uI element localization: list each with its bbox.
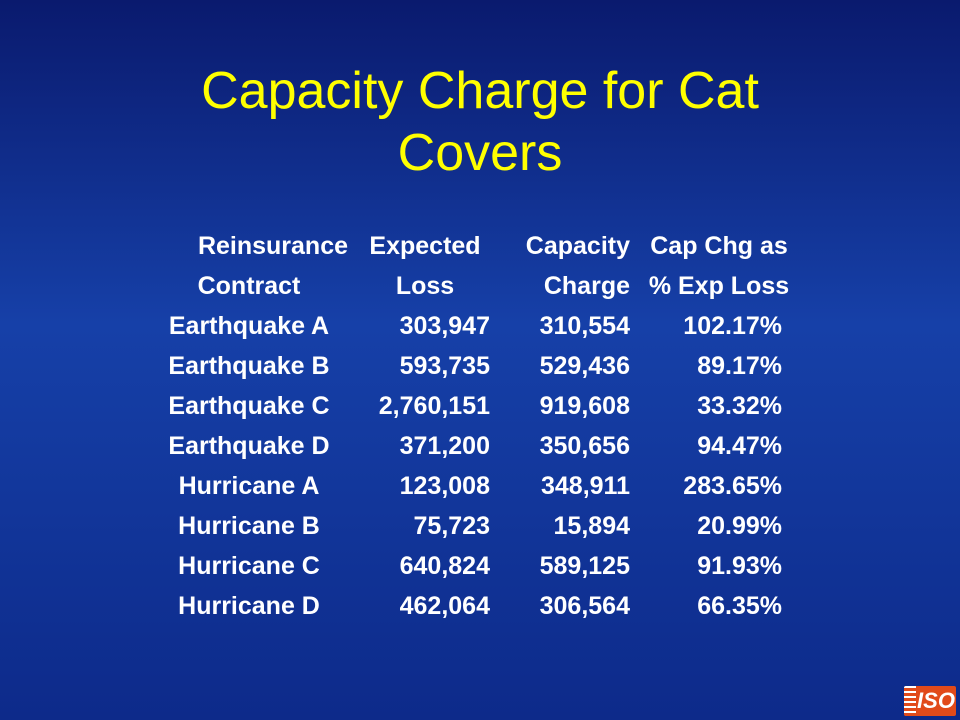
header-charge: Capacity (525, 232, 630, 260)
table-header-row-1: Reinsurance Expected Capacity Cap Chg as (150, 226, 810, 266)
cell-cap-chg-pct: 33.32% (697, 392, 782, 420)
cell-contract: Earthquake C (168, 392, 330, 420)
header-contract: Contract (197, 272, 301, 300)
table-row: Hurricane C 640,824 589,125 91.93% (150, 546, 810, 586)
capacity-charge-table: Reinsurance Expected Capacity Cap Chg as… (150, 226, 810, 626)
cell-contract: Hurricane D (178, 592, 320, 620)
cell-capacity-charge: 348,911 (541, 472, 630, 500)
cell-cap-chg-pct: 20.99% (697, 512, 782, 540)
slide-title-line-1: Capacity Charge for Cat (201, 62, 759, 120)
header-charge: Charge (543, 272, 630, 300)
cell-capacity-charge: 15,894 (553, 512, 630, 540)
cell-expected-loss: 303,947 (399, 312, 490, 340)
cell-contract: Earthquake D (168, 432, 330, 460)
iso-logo-text: ISO (917, 688, 955, 713)
table-row: Earthquake C 2,760,151 919,608 33.32% (150, 386, 810, 426)
cell-expected-loss: 2,760,151 (378, 392, 490, 420)
header-pct: Cap Chg as (650, 232, 788, 260)
table-row: Hurricane A 123,008 348,911 283.65% (150, 466, 810, 506)
cell-contract: Hurricane C (178, 552, 320, 580)
cell-capacity-charge: 350,656 (539, 432, 630, 460)
cell-cap-chg-pct: 102.17% (683, 312, 782, 340)
cell-cap-chg-pct: 89.17% (697, 352, 782, 380)
table-row: Hurricane B 75,723 15,894 20.99% (150, 506, 810, 546)
slide-title: Capacity Charge for Cat Covers (0, 60, 960, 184)
header-contract: Reinsurance (197, 232, 348, 260)
cell-contract: Hurricane A (178, 472, 320, 500)
cell-cap-chg-pct: 283.65% (683, 472, 782, 500)
cell-expected-loss: 75,723 (413, 512, 490, 540)
table-row: Earthquake B 593,735 529,436 89.17% (150, 346, 810, 386)
cell-cap-chg-pct: 91.93% (697, 552, 782, 580)
header-loss: Expected (369, 232, 481, 260)
iso-logo-stripes (904, 686, 916, 716)
table-row: Earthquake D 371,200 350,656 94.47% (150, 426, 810, 466)
cell-capacity-charge: 306,564 (539, 592, 630, 620)
cell-capacity-charge: 919,608 (539, 392, 630, 420)
header-loss: Loss (395, 272, 455, 300)
table-row: Hurricane D 462,064 306,564 66.35% (150, 586, 810, 626)
cell-cap-chg-pct: 94.47% (697, 432, 782, 460)
cell-expected-loss: 640,824 (399, 552, 490, 580)
cell-capacity-charge: 589,125 (539, 552, 630, 580)
cell-expected-loss: 123,008 (399, 472, 490, 500)
cell-capacity-charge: 310,554 (539, 312, 630, 340)
slide-title-line-2: Covers (397, 124, 563, 182)
cell-capacity-charge: 529,436 (539, 352, 630, 380)
cell-contract: Earthquake B (168, 352, 330, 380)
table-header-row-2: Contract Loss Charge % Exp Loss (150, 266, 810, 306)
cell-contract: Hurricane B (178, 512, 320, 540)
cell-expected-loss: 371,200 (399, 432, 490, 460)
iso-logo: ISO (904, 686, 956, 716)
header-pct: % Exp Loss (648, 272, 790, 300)
cell-contract: Earthquake A (168, 312, 330, 340)
cell-expected-loss: 593,735 (399, 352, 490, 380)
table-row: Earthquake A 303,947 310,554 102.17% (150, 306, 810, 346)
cell-expected-loss: 462,064 (399, 592, 490, 620)
cell-cap-chg-pct: 66.35% (697, 592, 782, 620)
